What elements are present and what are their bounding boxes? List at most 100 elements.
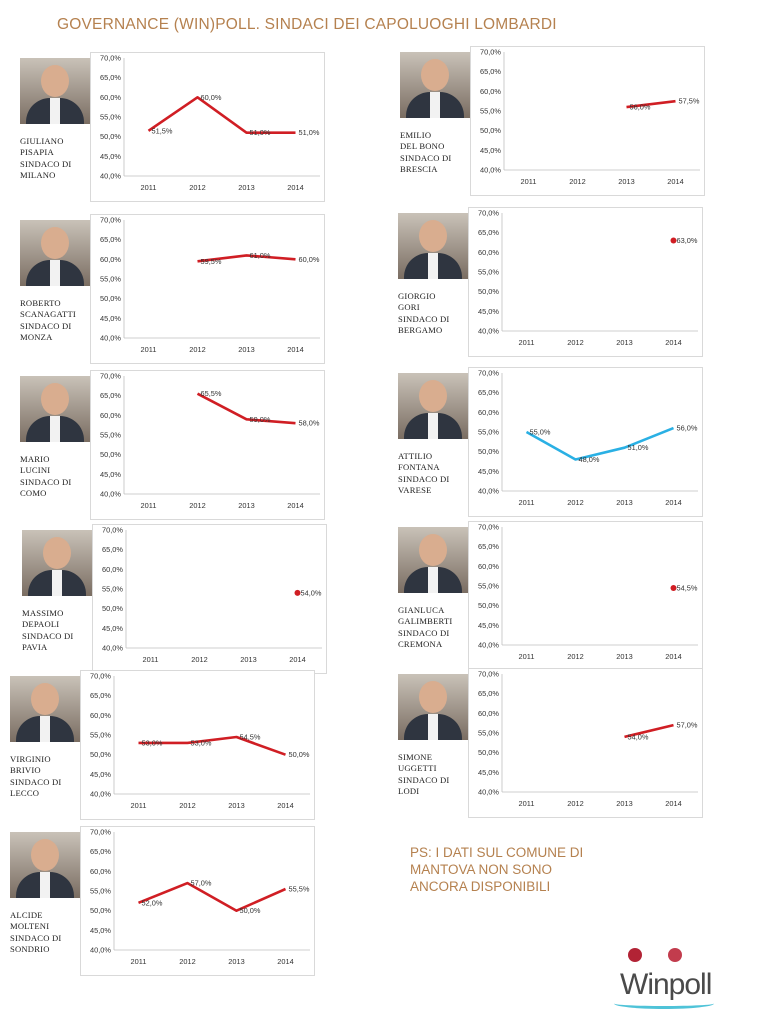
y-tick-label: 40,0% [478, 487, 499, 496]
mayor-name-line: MARIO [20, 454, 50, 464]
y-tick-label: 40,0% [480, 166, 501, 175]
y-tick-label: 50,0% [100, 132, 121, 141]
x-tick-label: 2013 [228, 957, 244, 966]
y-tick-label: 40,0% [90, 790, 111, 799]
note-line: PS: I DATI SUL COMUNE DI [410, 845, 584, 860]
y-tick-label: 65,0% [478, 542, 499, 551]
mayor-name-line: SINDACO DI [20, 476, 72, 487]
chart-border [90, 370, 325, 520]
data-label: 57,0% [191, 879, 212, 888]
y-tick-label: 45,0% [478, 621, 499, 630]
winpoll-logo: Winpoll [614, 946, 724, 1009]
mayor-name-line: GIANLUCA [398, 605, 445, 615]
x-tick-label: 2012 [189, 183, 205, 192]
mayor-name: ROBERTO SCANAGATTI SINDACO DI MONZA [20, 298, 110, 344]
data-label: 53,0% [142, 738, 163, 747]
data-label: 58,0% [299, 419, 320, 428]
y-tick-label: 60,0% [478, 248, 499, 257]
x-tick-label: 2012 [567, 652, 583, 661]
photo-head [421, 59, 449, 91]
x-tick-label: 2014 [665, 338, 681, 347]
y-tick-label: 55,0% [480, 107, 501, 116]
y-tick-label: 55,0% [478, 729, 499, 738]
data-label: 48,0% [579, 455, 600, 464]
data-point [294, 589, 301, 596]
y-tick-label: 50,0% [478, 287, 499, 296]
y-tick-label: 60,0% [100, 411, 121, 420]
y-tick-label: 40,0% [90, 946, 111, 955]
y-tick-label: 40,0% [100, 172, 121, 181]
mayor-name-line: MILANO [20, 170, 56, 181]
mayor-name-line: PISAPIA [20, 147, 54, 158]
photo-collar [40, 872, 50, 898]
mayor-photo [398, 213, 468, 279]
mayor-name-line: EMILIO [400, 130, 432, 140]
y-tick-label: 50,0% [478, 601, 499, 610]
mayor-name-line: PAVIA [22, 642, 48, 653]
mayor-name-line: MONZA [20, 332, 53, 343]
mayor-name-line: SONDRIO [10, 944, 50, 955]
mayor-name: SIMONE UGGETTI SINDACO DI LODI [398, 752, 488, 798]
y-tick-label: 65,0% [100, 73, 121, 82]
y-tick-label: 40,0% [102, 644, 123, 653]
photo-head [31, 839, 59, 871]
y-tick-label: 60,0% [100, 93, 121, 102]
x-tick-label: 2013 [616, 498, 632, 507]
photo-collar [428, 714, 438, 740]
y-tick-label: 65,0% [90, 847, 111, 856]
photo-head [419, 220, 447, 252]
y-tick-label: 70,0% [478, 523, 499, 532]
x-tick-label: 2012 [191, 655, 207, 664]
mayor-name-line: LECCO [10, 788, 40, 799]
mayor-name-line: SINDACO DI [398, 473, 450, 484]
y-tick-label: 65,0% [478, 388, 499, 397]
y-tick-label: 55,0% [100, 113, 121, 122]
approval-chart: 40,0% 45,0% 50,0% 55,0% 60,0% 65,0% 70,0% 2011 2… [90, 370, 325, 520]
series-line [196, 392, 296, 425]
y-tick-label: 40,0% [478, 641, 499, 650]
y-tick-label: 50,0% [90, 750, 111, 759]
photo-collar [428, 567, 438, 593]
photo-collar [52, 570, 62, 596]
mayor-name: GIORGIO GORI SINDACO DI BERGAMO [398, 291, 488, 337]
y-tick-label: 45,0% [90, 926, 111, 935]
mayor-photo [22, 530, 92, 596]
photo-head [419, 681, 447, 713]
photo-collar [50, 98, 60, 124]
y-tick-label: 50,0% [102, 604, 123, 613]
mayor-name-line: GIORGIO [398, 291, 436, 301]
mayor-name-line: DEPAOLI [22, 619, 60, 630]
x-tick-label: 2012 [179, 801, 195, 810]
data-label: 50,0% [240, 906, 261, 915]
mayor-photo [10, 676, 80, 742]
mayor-photo [400, 52, 470, 118]
chart-border [80, 670, 315, 820]
x-tick-label: 2013 [238, 501, 254, 510]
y-tick-label: 70,0% [478, 670, 499, 679]
mayor-name-line: FONTANA [398, 462, 440, 473]
chart-border [470, 46, 705, 196]
x-tick-label: 2014 [665, 652, 681, 661]
mayor-name: MARIO LUCINI SINDACO DI COMO [20, 454, 110, 500]
mayor-name-line: LUCINI [20, 465, 51, 476]
y-tick-label: 60,0% [100, 255, 121, 264]
x-tick-label: 2011 [519, 498, 535, 507]
mayor-name: EMILIO DEL BONO SINDACO DI BRESCIA [400, 130, 490, 176]
y-tick-label: 45,0% [90, 770, 111, 779]
y-tick-label: 50,0% [90, 906, 111, 915]
mayor-name-line: BERGAMO [398, 325, 443, 336]
y-tick-label: 70,0% [478, 209, 499, 218]
y-tick-label: 60,0% [478, 709, 499, 718]
mayor-name-line: BRIVIO [10, 765, 41, 776]
y-tick-label: 60,0% [102, 565, 123, 574]
y-tick-label: 45,0% [100, 470, 121, 479]
mayor-name: ALCIDE MOLTENI SINDACO DI SONDRIO [10, 910, 100, 956]
mayor-name-line: SINDACO DI [400, 152, 452, 163]
data-label: 54,5% [240, 732, 261, 741]
y-tick-label: 60,0% [478, 562, 499, 571]
data-label: 53,0% [191, 738, 212, 747]
y-tick-label: 45,0% [480, 146, 501, 155]
y-tick-label: 65,0% [478, 689, 499, 698]
mayor-name-line: DEL BONO [400, 141, 445, 152]
approval-chart: 40,0% 45,0% 50,0% 55,0% 60,0% 65,0% 70,0% 2011 2… [470, 46, 705, 196]
